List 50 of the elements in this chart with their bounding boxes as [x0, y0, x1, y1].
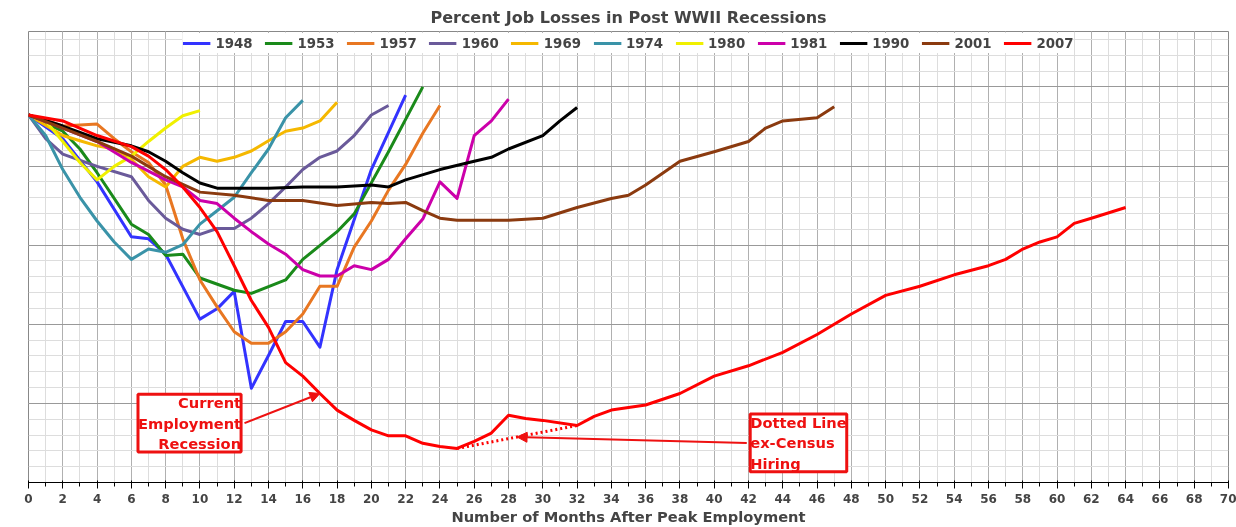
x-tick-label: 14 [260, 491, 277, 506]
x-tick-label: 4 [92, 491, 102, 506]
x-tick-label: 60 [1048, 491, 1066, 506]
x-tick-label: 62 [1083, 491, 1100, 506]
legend-label: 1980 [708, 35, 746, 51]
x-tick-label: 68 [1185, 491, 1203, 506]
annotation: Current Employment Recession [138, 394, 242, 453]
legend-label: 1974 [625, 35, 664, 51]
legend-label: 1990 [872, 35, 910, 51]
x-tick-label: 44 [774, 491, 792, 506]
x-tick-label: 50 [877, 491, 894, 506]
x-tick-label: 38 [671, 491, 689, 506]
legend-label: 1948 [215, 35, 253, 51]
legend-label: 1957 [379, 35, 417, 51]
x-tick-label: 8 [161, 491, 170, 506]
x-tick-label: 2 [58, 491, 67, 506]
legend-label: 1960 [461, 35, 499, 51]
x-tick-label: 18 [328, 491, 346, 506]
x-tick-label: 56 [980, 491, 997, 506]
x-tick-label: 26 [465, 491, 483, 506]
x-tick-label: 6 [127, 491, 136, 506]
x-tick-label: 58 [1014, 491, 1032, 506]
x-tick-label: 46 [808, 491, 826, 506]
x-tick-label: 28 [500, 491, 517, 506]
x-tick-label: 22 [397, 491, 414, 506]
legend-label: 1981 [790, 35, 828, 51]
x-tick-label: 42 [740, 491, 757, 506]
x-tick-label: 10 [191, 491, 209, 506]
x-tick-label: 70 [1219, 491, 1236, 506]
x-tick-label: 30 [534, 491, 552, 506]
x-axis-title: Number of Months After Peak Employment [451, 507, 806, 525]
legend-label: 2001 [954, 35, 992, 51]
x-tick-label: 34 [603, 491, 620, 506]
x-tick-label: 12 [225, 491, 243, 506]
x-tick-label: 52 [911, 491, 929, 506]
x-tick-label: 32 [568, 491, 586, 506]
x-tick-label: 24 [431, 491, 449, 506]
x-tick-label: 40 [705, 491, 723, 506]
chart-title: Percent Job Losses in Post WWII Recessions [430, 7, 827, 27]
legend-label: 1969 [543, 35, 581, 51]
x-tick-label: 0 [24, 491, 33, 506]
x-tick-label: 36 [637, 491, 654, 506]
x-tick-label: 48 [843, 491, 860, 506]
legend-label: 2007 [1036, 35, 1074, 51]
x-tick-label: 16 [294, 491, 312, 506]
legend-label: 1953 [297, 35, 335, 51]
x-tick-label: 64 [1117, 491, 1134, 506]
x-tick-label: 20 [363, 491, 380, 506]
x-tick-label: 66 [1151, 491, 1169, 506]
x-tick-label: 54 [945, 491, 963, 506]
